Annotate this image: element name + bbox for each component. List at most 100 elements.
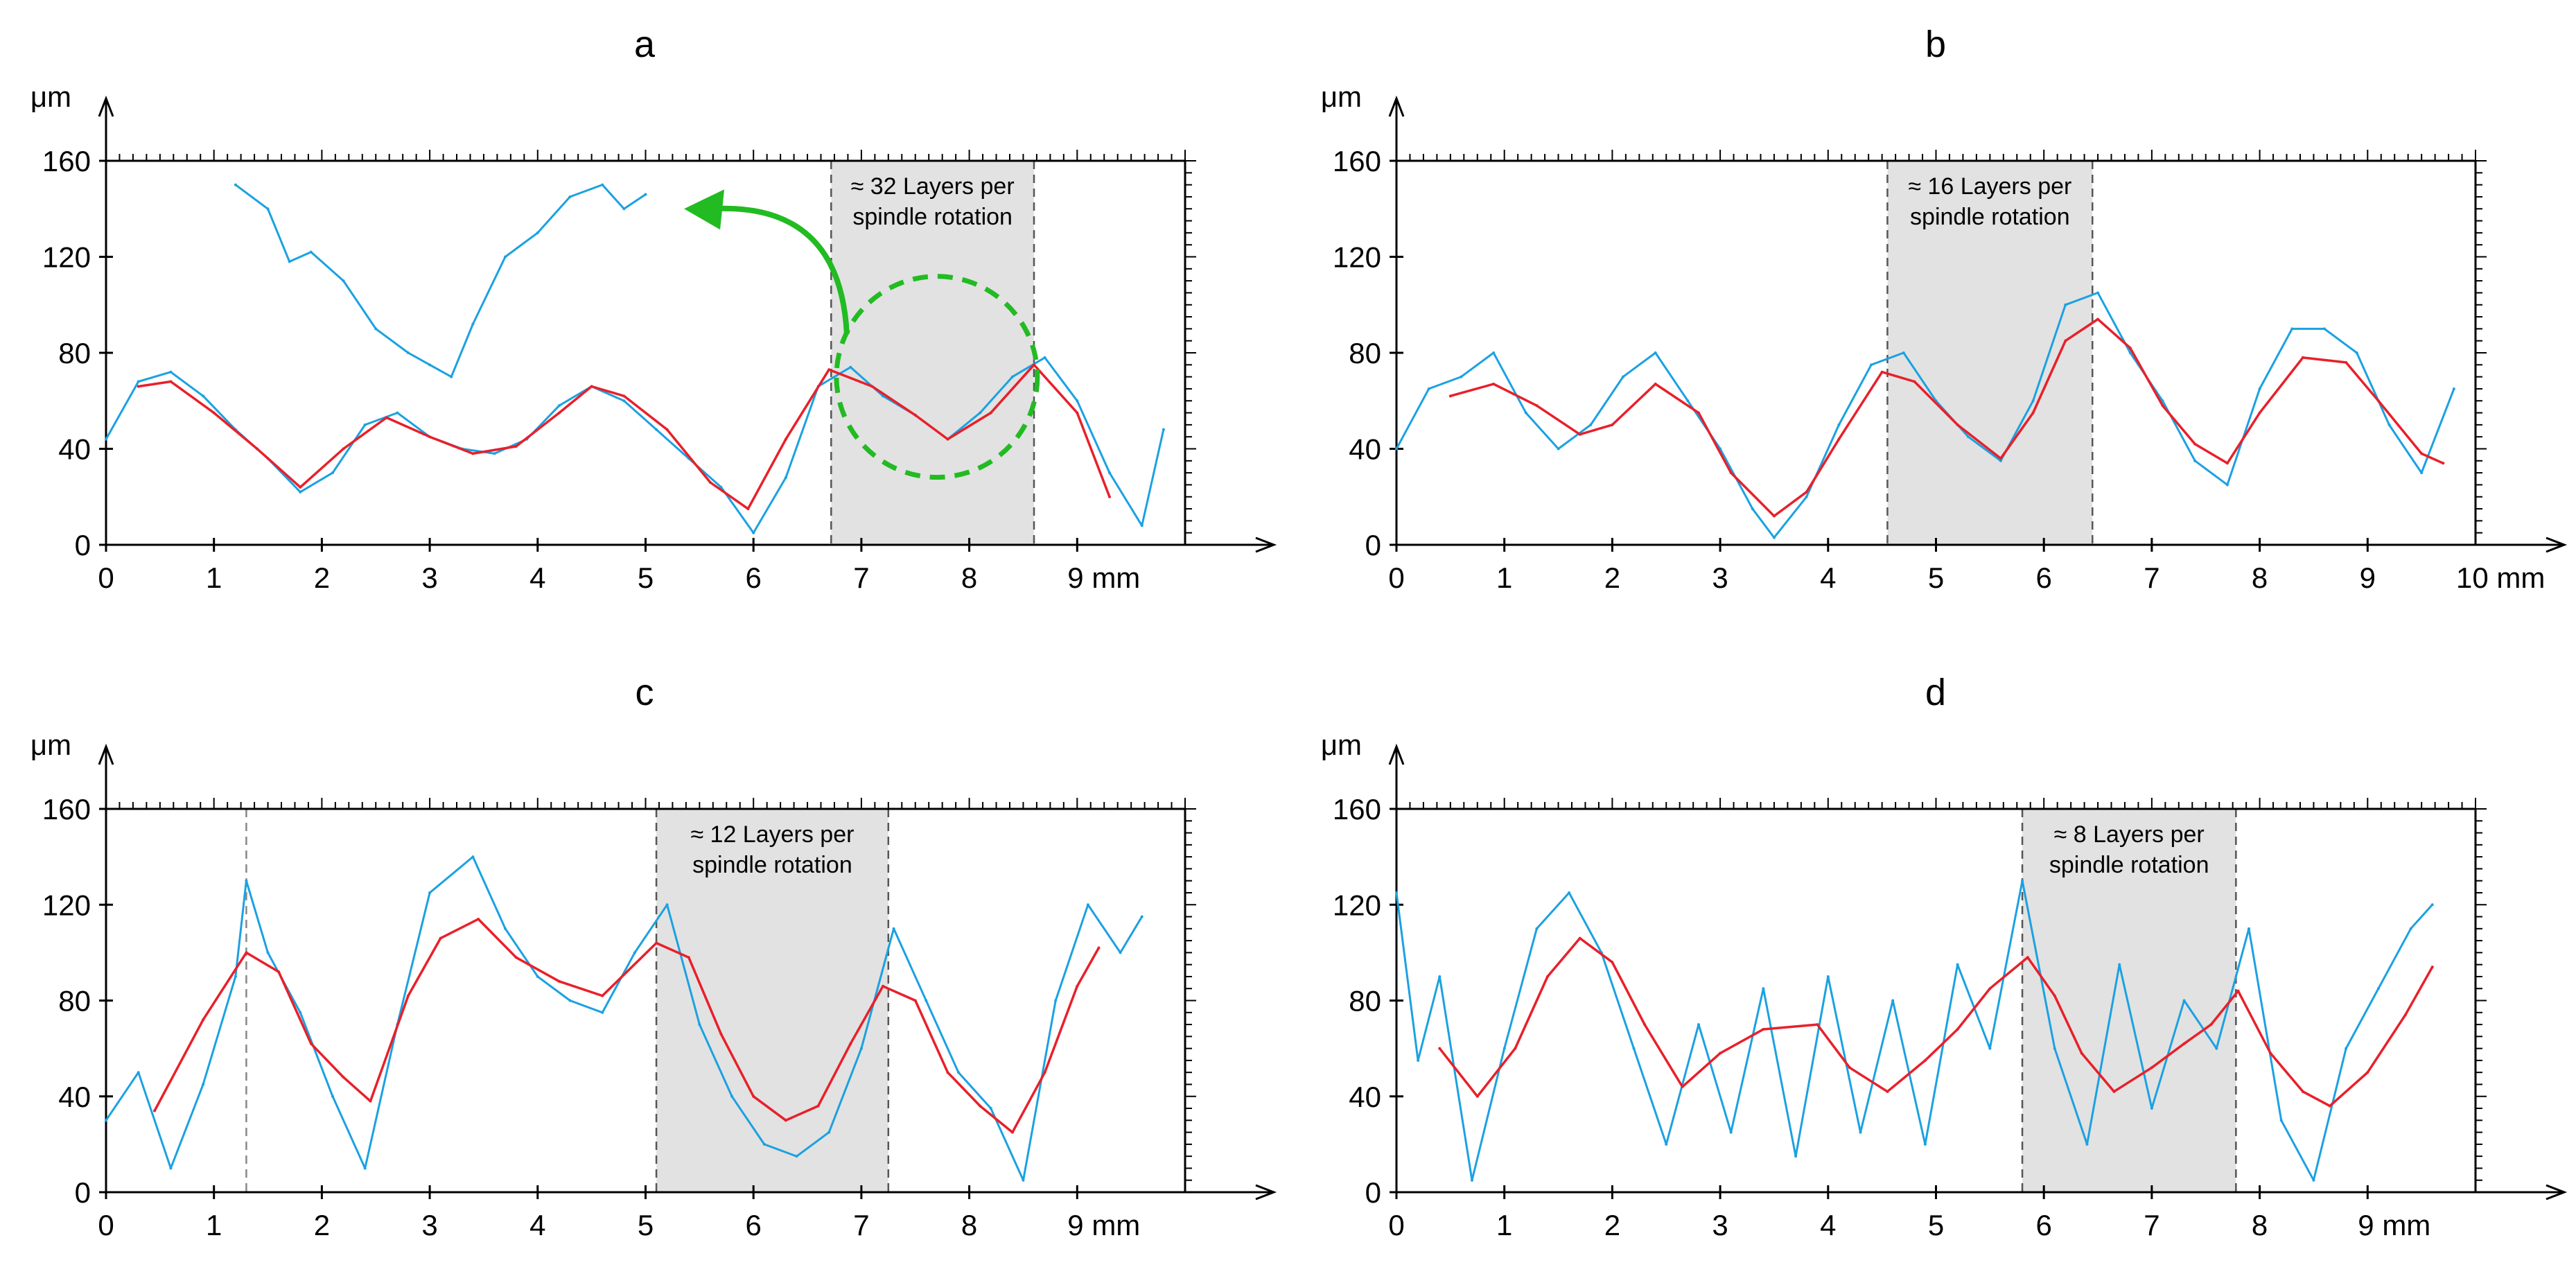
- x-tick-label: 6: [746, 1209, 762, 1241]
- data-point: [1043, 356, 1046, 359]
- data-point: [493, 452, 496, 455]
- data-point: [1589, 423, 1593, 426]
- y-tick-label: 160: [1333, 145, 1381, 177]
- panel-title: c: [636, 672, 654, 713]
- data-point: [504, 927, 507, 930]
- data-point: [2225, 462, 2229, 465]
- x-tick-label: 4: [1820, 561, 1836, 594]
- y-axis-label: μm: [1321, 80, 1362, 113]
- panel-b: 0 40 80 120 160 μm 0 1 2 3 4 5 6 7 8 9 10 mm b ≈ 16 Layers…: [1321, 24, 2568, 594]
- data-point: [2403, 1013, 2407, 1017]
- band-note-line2: spindle rotation: [692, 852, 852, 878]
- data-point: [514, 956, 518, 959]
- data-point: [827, 1131, 831, 1134]
- x-tick-label: 8: [2252, 1209, 2268, 1241]
- data-point: [655, 941, 658, 945]
- data-point: [1545, 975, 1549, 978]
- x-tick-label: 4: [1820, 1209, 1836, 1241]
- y-tick-label: 80: [1349, 985, 1381, 1018]
- data-point: [234, 183, 237, 186]
- data-point: [450, 375, 453, 378]
- data-point: [1923, 1058, 1927, 1062]
- data-point: [2366, 1071, 2369, 1074]
- data-point: [762, 1142, 766, 1146]
- x-tick-label: 2: [1604, 1209, 1620, 1241]
- x-tick-label: 8: [961, 1209, 977, 1241]
- series-raw-profile: [1395, 291, 2455, 539]
- data-point: [245, 951, 248, 954]
- data-point: [2258, 411, 2261, 414]
- x-tick-label: 3: [421, 1209, 437, 1241]
- data-point: [784, 476, 787, 480]
- data-point: [2150, 1107, 2153, 1110]
- series-zoomed-detail: [234, 184, 647, 378]
- data-point: [153, 1109, 157, 1112]
- data-point: [105, 1119, 107, 1122]
- data-point: [1502, 1047, 1506, 1050]
- data-point: [2031, 411, 2035, 414]
- x-tick-label: 5: [1928, 561, 1944, 594]
- series-smoothed-mean: [1449, 317, 2445, 518]
- x-unit-label: 9 mm: [1067, 561, 1140, 594]
- data-point: [2355, 351, 2358, 354]
- data-point: [2053, 994, 2056, 997]
- panel-title: d: [1925, 672, 1946, 713]
- y-tick-label: 0: [1365, 1176, 1381, 1209]
- data-point: [1535, 927, 1539, 930]
- data-point: [557, 404, 561, 408]
- data-point: [2269, 1051, 2272, 1055]
- data-point: [255, 447, 259, 451]
- data-point: [406, 994, 410, 997]
- data-point: [2442, 462, 2445, 465]
- x-tick-label: 3: [1712, 561, 1728, 594]
- x-tick-label: 8: [961, 561, 977, 594]
- data-point: [1460, 375, 1463, 378]
- y-axis-arrow: [1388, 95, 1405, 117]
- data-point: [989, 1107, 992, 1110]
- y-tick-label: 40: [58, 1081, 91, 1113]
- data-point: [644, 193, 647, 196]
- data-point: [2215, 1047, 2218, 1050]
- data-point: [309, 1042, 313, 1045]
- data-point: [882, 984, 885, 988]
- data-point: [1654, 351, 1657, 354]
- data-point: [568, 195, 572, 198]
- data-point: [1967, 435, 1970, 439]
- x-unit-label: 9 mm: [2358, 1209, 2430, 1241]
- data-point: [849, 365, 852, 369]
- data-point: [439, 936, 442, 940]
- data-point: [849, 1042, 852, 1045]
- data-point: [342, 1076, 345, 1079]
- series-smoothed-mean: [153, 918, 1101, 1134]
- series-raw-profile: [105, 855, 1144, 1182]
- x-tick-label: 9: [2360, 561, 2376, 594]
- x-tick-label: 2: [1604, 561, 1620, 594]
- x-tick-label: 2: [314, 561, 330, 594]
- data-point: [1427, 387, 1430, 390]
- data-point: [1956, 423, 1959, 426]
- data-point: [892, 927, 895, 930]
- x-tick-label: 4: [529, 561, 545, 594]
- data-point: [2193, 459, 2197, 462]
- data-point: [1632, 1047, 1636, 1050]
- data-point: [2150, 1066, 2153, 1070]
- data-point: [2452, 387, 2455, 390]
- zoom-circle: [834, 274, 1040, 480]
- x-tick-label: 4: [529, 1209, 545, 1241]
- data-point: [1772, 536, 1776, 539]
- data-point: [1729, 1131, 1733, 1134]
- annotation-overlay: [684, 189, 1040, 480]
- data-point: [212, 411, 216, 414]
- panel-d: 0 40 80 120 160 μm 0 1 2 3 4 5 6 7 8 9 mm d ≈ 8 Layers pe…: [1321, 672, 2568, 1241]
- data-point: [536, 231, 539, 234]
- data-point: [752, 1094, 755, 1098]
- data-point: [1686, 399, 1690, 403]
- data-point: [957, 1071, 961, 1074]
- data-point: [557, 979, 561, 983]
- y-tick-label: 40: [58, 433, 91, 466]
- data-point: [1140, 524, 1144, 527]
- data-point: [363, 1167, 367, 1170]
- data-point: [1772, 514, 1776, 518]
- data-point: [1054, 999, 1058, 1002]
- data-point: [1524, 411, 1527, 414]
